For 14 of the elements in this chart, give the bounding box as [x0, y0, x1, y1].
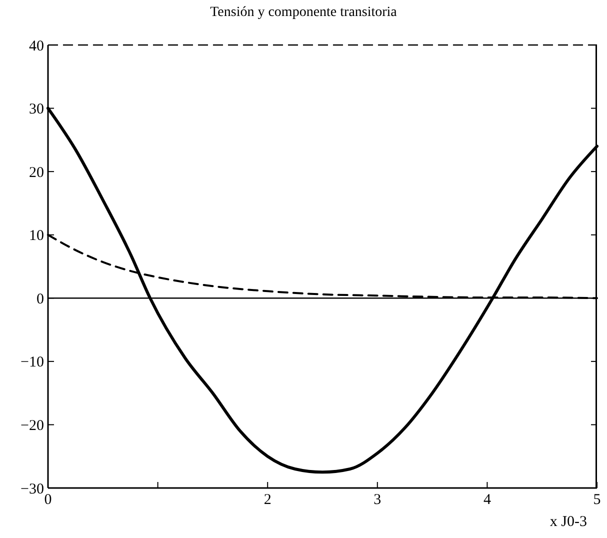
y-tick-label: −30: [20, 481, 44, 498]
y-tick-label: −20: [20, 418, 44, 434]
y-tick-label: 0: [36, 291, 44, 308]
x-tick-label: 4: [483, 492, 492, 508]
x-axis-title: x J0-3: [550, 514, 587, 530]
chart-title: Tensión y componente transitoria: [210, 5, 398, 20]
y-tick-label: 20: [29, 164, 44, 181]
y-tick-label: −10: [20, 354, 44, 371]
x-tick-label: 2: [264, 492, 272, 508]
y-tick-label: 10: [29, 228, 44, 244]
y-tick-label: 40: [29, 38, 44, 54]
x-tick-label: 5: [593, 492, 601, 508]
x-tick-label: 3: [374, 492, 382, 508]
y-tick-label: 30: [29, 102, 44, 118]
